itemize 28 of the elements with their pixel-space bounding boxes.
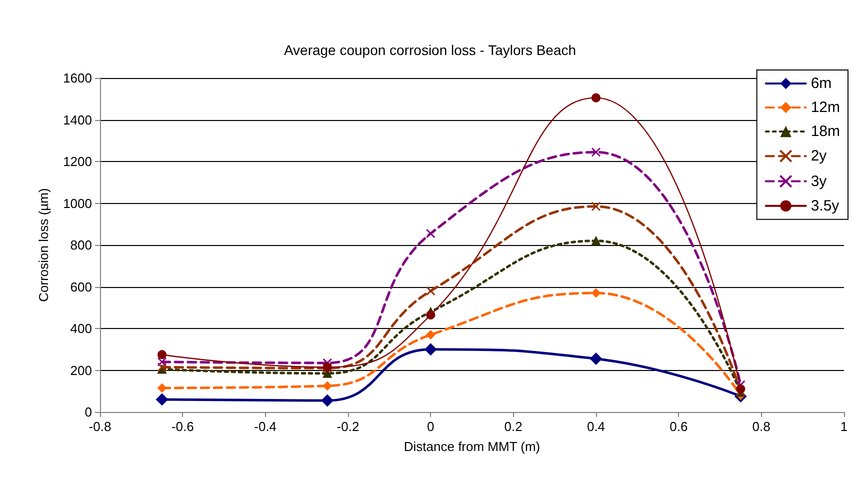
y-tick-label: 400 bbox=[70, 321, 92, 336]
x-tick-label: 0.4 bbox=[586, 419, 606, 434]
x-tick-label: -0.2 bbox=[336, 419, 360, 434]
legend-label: 18m bbox=[810, 123, 840, 140]
legend-label: 3.5y bbox=[810, 197, 840, 214]
x-tick-label: -0.8 bbox=[88, 419, 112, 434]
y-tick-label: 800 bbox=[70, 238, 92, 252]
legend-label: 2y bbox=[810, 148, 828, 165]
y-axis-title: Corrosion loss (µm) bbox=[36, 188, 51, 302]
chart-title: Average coupon corrosion loss - Taylors Beach bbox=[284, 42, 576, 58]
y-tick-label: 1400 bbox=[63, 112, 92, 128]
y-tick-label: 1600 bbox=[63, 70, 92, 86]
x-tick-label: -0.6 bbox=[171, 419, 194, 434]
x-tick-label: 0.6 bbox=[670, 419, 688, 434]
x-tick-label: 0.2 bbox=[504, 419, 522, 434]
y-tick-label: 200 bbox=[70, 362, 92, 378]
x-tick-label: 1 bbox=[840, 419, 848, 434]
x-axis-title: Distance from MMT (m) bbox=[404, 439, 540, 454]
x-tick-label: 0 bbox=[427, 419, 434, 434]
y-tick-label: 1200 bbox=[63, 154, 92, 169]
y-tick-label: 600 bbox=[70, 279, 92, 294]
legend-label: 12m bbox=[810, 99, 840, 116]
legend-label: 6m bbox=[810, 75, 832, 92]
x-tick-label: -0.4 bbox=[254, 419, 277, 434]
legend-label: 3y bbox=[810, 172, 828, 190]
y-tick-label: 1000 bbox=[63, 196, 92, 211]
y-tick-label: 0 bbox=[84, 404, 92, 420]
x-tick-label: 0.8 bbox=[752, 419, 770, 434]
